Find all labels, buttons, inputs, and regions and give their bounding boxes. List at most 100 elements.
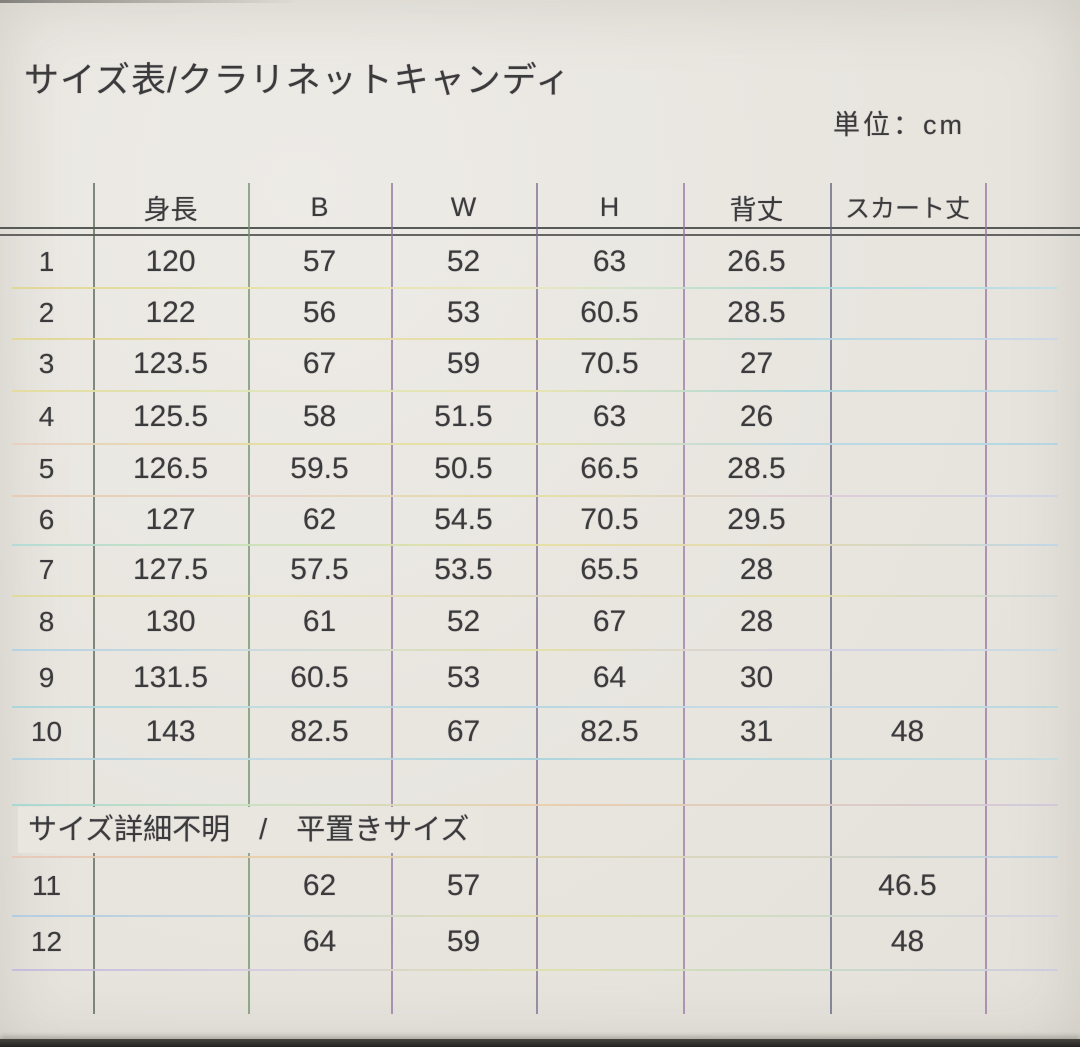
column-header: H [599,191,620,222]
table-cell: 51.5 [434,399,493,433]
column-rule [248,183,250,1014]
table-cell: 125.5 [132,399,209,433]
column-rule [93,183,95,1014]
row-rule [12,544,1058,546]
table-cell: 31 [739,715,774,748]
row-rule [12,758,1058,760]
table-cell: 66.5 [580,452,639,485]
table-cell: 26 [739,399,774,433]
table-cell: 57 [302,244,337,278]
table-cell: 26.5 [727,244,786,278]
table-cell: 59.5 [290,452,349,485]
row-rule [12,595,1058,597]
row-rule [12,649,1058,651]
column-rule [683,183,685,1014]
row-rule [12,287,1058,289]
header-double-rule [0,227,1080,236]
column-rule [391,183,393,1014]
table-cell: 62 [302,868,337,902]
row-rule [12,804,1058,806]
table-cell: 28.5 [727,295,786,329]
table-cell: 70.5 [580,347,639,380]
table-cell: 50.5 [434,452,493,485]
column-rule [830,183,832,1014]
row-number: 10 [30,716,63,747]
table-cell: 127.5 [132,552,209,586]
row-number: 9 [38,661,55,693]
table-cell: 28 [739,605,774,638]
column-header: 身長 [143,194,198,225]
row-rule [12,443,1058,445]
table-cell: 53 [446,295,481,329]
table-cell: 67 [446,715,481,748]
table-cell: 63 [592,244,627,278]
row-number: 3 [38,348,55,379]
column-rule [536,183,538,1014]
table-cell: 59 [446,925,481,958]
table-cell: 57.5 [290,552,349,586]
row-rule [12,495,1058,497]
section-label: サイズ詳細不明 / 平置きサイズ [18,807,484,853]
table-cell: 56 [302,295,337,329]
table-cell: 64 [592,660,627,694]
table-cell: 30 [739,660,774,694]
column-rule [985,183,987,1014]
table-cell: 59 [446,347,481,380]
table-cell: 57 [446,868,481,902]
table-cell: 53 [446,660,481,694]
table-cell: 60.5 [580,295,639,329]
row-rule [12,915,1058,917]
table-cell: 120 [145,244,196,278]
table-cell: 67 [592,605,627,638]
table-cell: 46.5 [878,868,937,902]
table-cell: 65.5 [580,552,639,586]
row-number: 7 [38,553,55,585]
column-header: B [310,191,329,222]
column-header: W [450,191,477,222]
row-number: 6 [38,503,55,535]
table-cell: 29.5 [727,502,786,536]
table-cell: 48 [890,925,925,958]
table-cell: 62 [302,502,337,536]
row-rule [12,390,1058,392]
row-number: 11 [31,869,62,901]
row-rule [12,856,1058,858]
row-number: 4 [38,400,55,432]
table-cell: 82.5 [580,715,639,748]
table-cell: 64 [302,925,337,958]
table-cell: 82.5 [290,715,349,748]
table-cell: 48 [890,715,925,748]
table-cell: 58 [302,399,337,433]
table-cell: 60.5 [290,660,349,694]
row-rule [12,338,1058,340]
column-header: 背丈 [729,194,784,225]
table-cell: 54.5 [434,502,493,536]
row-rule [12,706,1058,708]
table-cell: 131.5 [132,660,209,694]
photo-top-edge [0,0,300,3]
table-cell: 143 [145,715,196,748]
table-cell: 70.5 [580,502,639,536]
table-cell: 123.5 [132,347,209,380]
table-cell: 27 [739,347,774,380]
table-cell: 28 [739,552,774,586]
table-cell: 130 [145,605,196,638]
table-cell: 53.5 [434,552,493,586]
row-number: 2 [38,296,55,328]
photo-bottom-edge [0,1039,1080,1047]
row-number: 8 [38,606,55,637]
table-cell: 67 [302,347,337,380]
table-cell: 126.5 [132,452,209,485]
table-cell: 63 [592,399,627,433]
table-cell: 122 [145,295,196,329]
page-title: サイズ表/クラリネットキャンディ [24,61,572,100]
table-cell: 52 [446,605,481,638]
table-cell: 28.5 [727,452,786,485]
column-header: スカート丈 [844,195,970,223]
table-cell: 61 [302,605,337,638]
table-cell: 127 [145,502,196,536]
unit-label: 単位：cm [833,110,965,140]
row-number: 1 [38,245,55,277]
